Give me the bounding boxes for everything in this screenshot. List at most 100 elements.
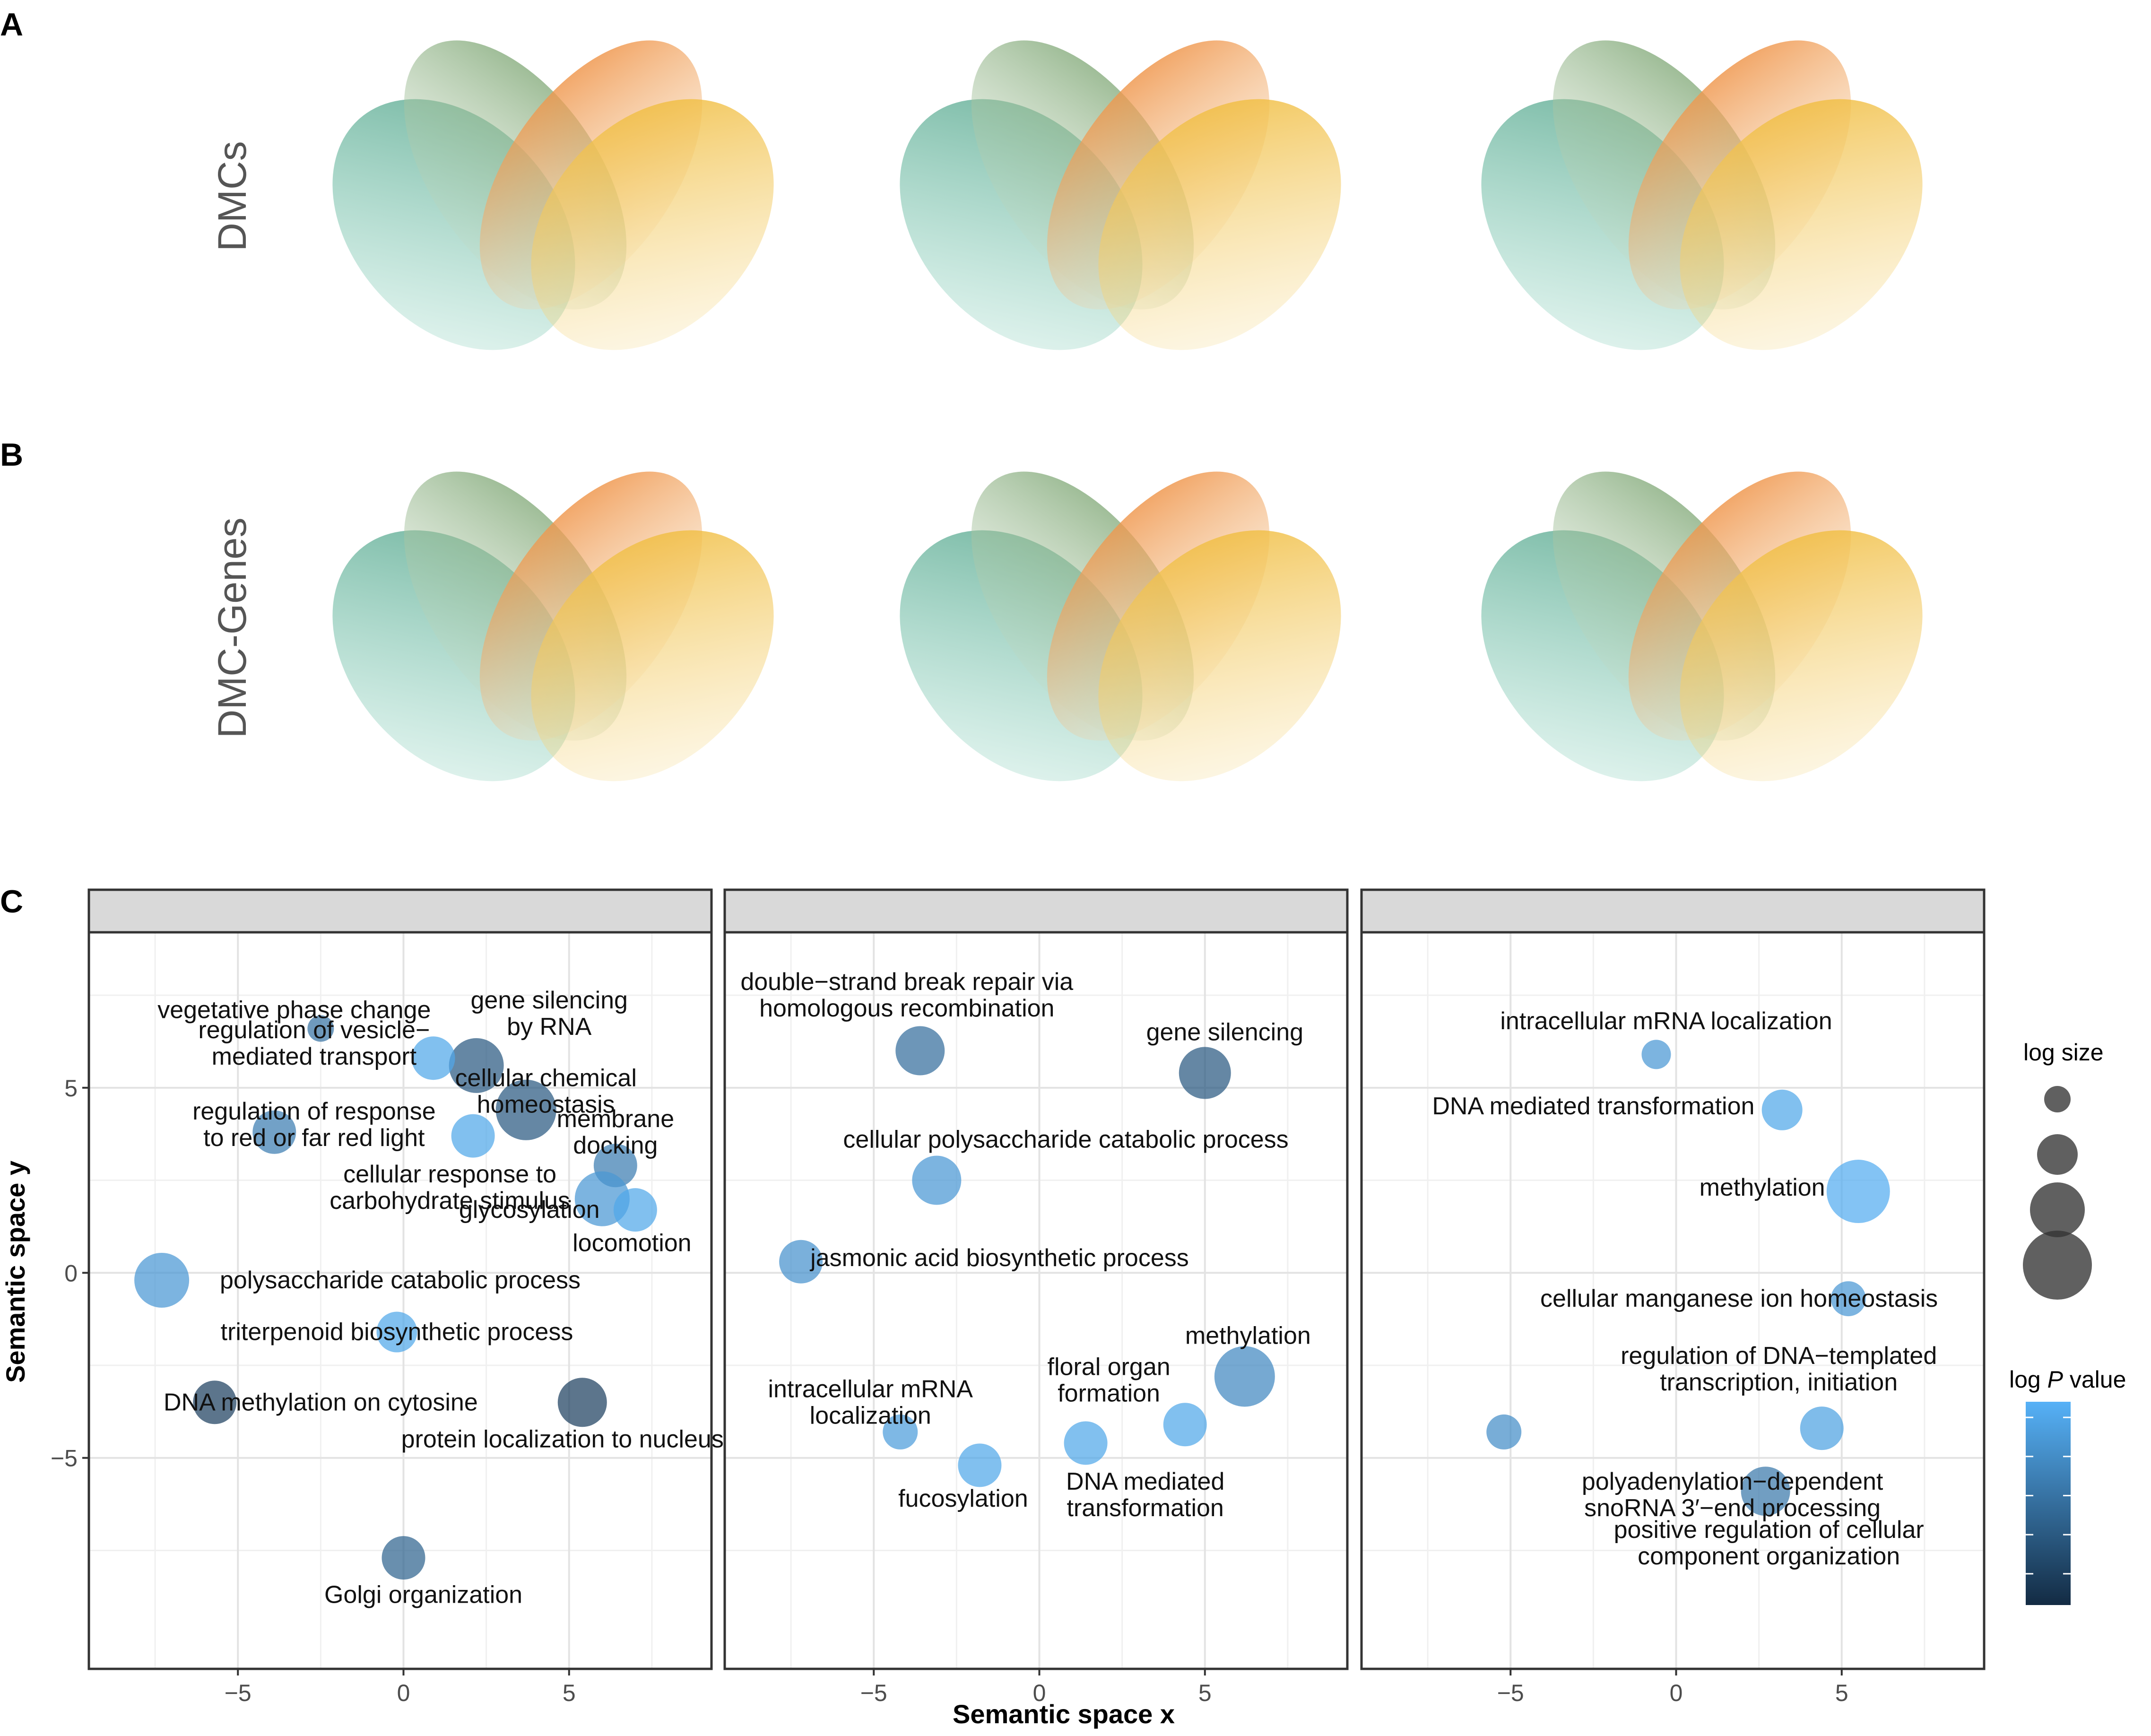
size-legend-title: log size bbox=[2023, 1039, 2104, 1066]
go-term-label: DNA mediated transformation bbox=[1066, 1468, 1224, 1522]
panel-letter-c: C bbox=[0, 884, 23, 920]
plot-border bbox=[1360, 931, 1986, 1670]
go-term-label-line: to red or far red light bbox=[203, 1124, 425, 1152]
go-term-label: DNA methylation on cytosine bbox=[164, 1389, 478, 1416]
row-label-dmcs: DMCs bbox=[210, 141, 254, 251]
go-term-label: triterpenoid biosynthetic process bbox=[221, 1319, 573, 1346]
go-term-point bbox=[193, 1380, 237, 1424]
venn-diagrams bbox=[332, 40, 1923, 781]
go-term-label-line: gene silencing bbox=[471, 987, 628, 1014]
venn-ellipse-r bbox=[1098, 530, 1341, 781]
color-legend-title-prefix: log bbox=[2009, 1366, 2047, 1393]
go-term-label: methylation bbox=[1185, 1322, 1311, 1349]
size-legend bbox=[2023, 1086, 2092, 1300]
go-term-scatter-plots: vegetative phase change gene silencing by … bbox=[51, 888, 1986, 1706]
scatter-facet: intracellular mRNA localization DNA media… bbox=[1360, 888, 1986, 1706]
go-term-label: polysaccharide catabolic process bbox=[220, 1267, 581, 1294]
go-term-point bbox=[495, 1079, 556, 1140]
go-term-point bbox=[779, 1240, 823, 1284]
go-term-label: positive regulation of cellular component… bbox=[1614, 1516, 1924, 1570]
go-term-label-line: cellular chemical bbox=[455, 1065, 637, 1092]
go-term-point bbox=[883, 1414, 918, 1450]
go-term-label: glycosylation bbox=[459, 1196, 600, 1224]
go-term-label-line: intracellular mRNA localization bbox=[1500, 1007, 1832, 1035]
go-term-label-line: polysaccharide catabolic process bbox=[220, 1267, 581, 1294]
color-legend-title-suffix: value bbox=[2063, 1366, 2126, 1393]
go-term-point bbox=[449, 1038, 504, 1093]
venn-diagram bbox=[1481, 471, 1923, 781]
go-term-label-line: locomotion bbox=[572, 1230, 691, 1257]
go-term-label-line: regulation of vesicle− bbox=[198, 1016, 430, 1044]
size-legend-key bbox=[2023, 1231, 2092, 1300]
go-term-point bbox=[1486, 1414, 1522, 1450]
venn-diagram bbox=[900, 40, 1341, 350]
go-term-point bbox=[376, 1311, 417, 1353]
go-term-point bbox=[1800, 1406, 1844, 1450]
go-term-label-line: floral organ bbox=[1048, 1353, 1171, 1380]
go-term-label-line: localization bbox=[810, 1402, 931, 1429]
go-term-point bbox=[1179, 1047, 1231, 1099]
x-tick-label: 0 bbox=[1033, 1680, 1046, 1706]
go-term-label-line: methylation bbox=[1700, 1174, 1825, 1201]
go-term-label-line: homeostasis bbox=[477, 1091, 615, 1119]
go-term-label-line: triterpenoid biosynthetic process bbox=[221, 1319, 573, 1346]
go-term-label: DNA mediated transformation bbox=[1432, 1093, 1754, 1120]
go-term-label: gene silencing bbox=[1146, 1018, 1303, 1046]
go-term-point bbox=[382, 1536, 425, 1580]
go-term-point bbox=[958, 1443, 1002, 1487]
legend: log size log P value bbox=[2009, 1039, 2126, 1605]
go-term-label-line: fucosylation bbox=[898, 1485, 1028, 1512]
go-term-label-line: by RNA bbox=[507, 1013, 591, 1041]
facet-strip bbox=[723, 888, 1349, 934]
venn-ellipse-r bbox=[531, 99, 774, 350]
go-term-label-line: glycosylation bbox=[459, 1196, 600, 1224]
go-term-point bbox=[307, 1015, 334, 1042]
panel-letter-a: A bbox=[0, 7, 23, 43]
go-term-point bbox=[912, 1155, 962, 1205]
go-term-label-line: transformation bbox=[1067, 1494, 1223, 1522]
x-tick-label: 5 bbox=[1198, 1680, 1212, 1706]
go-term-label: cellular chemical homeostasis bbox=[455, 1065, 637, 1119]
go-term-label: vegetative phase change bbox=[157, 996, 431, 1024]
venn-ellipse-r bbox=[1680, 530, 1923, 781]
plot-border bbox=[723, 931, 1349, 1670]
plot-area bbox=[1362, 932, 1984, 1669]
venn-ellipse-r bbox=[531, 530, 774, 781]
go-term-label-line: formation bbox=[1058, 1380, 1160, 1407]
go-term-label-line: DNA mediated transformation bbox=[1432, 1093, 1754, 1120]
go-term-label-line: positive regulation of cellular bbox=[1614, 1516, 1924, 1544]
go-term-label-line: transcription, initiation bbox=[1660, 1369, 1898, 1396]
go-term-label-line: DNA mediated bbox=[1066, 1468, 1224, 1495]
go-term-label: polyadenylation−dependent snoRNA 3′−end p… bbox=[1582, 1468, 1883, 1522]
color-bar bbox=[2026, 1402, 2071, 1605]
y-tick-label: −5 bbox=[51, 1445, 78, 1472]
go-term-label-line: intracellular mRNA bbox=[768, 1375, 973, 1403]
go-term-label-line: protein localization to nucleus bbox=[401, 1426, 724, 1453]
go-term-point bbox=[1830, 1281, 1866, 1317]
go-term-point bbox=[134, 1252, 190, 1308]
scatter-facet: double−strand break repair via homologous… bbox=[723, 888, 1349, 1706]
size-legend-key bbox=[2044, 1086, 2071, 1112]
go-term-label: gene silencing by RNA bbox=[471, 987, 628, 1041]
go-term-label: intracellular mRNA localization bbox=[768, 1375, 973, 1429]
go-term-label-line: mediated transport bbox=[212, 1043, 417, 1070]
go-term-label: floral organ formation bbox=[1048, 1353, 1171, 1407]
go-term-point bbox=[1163, 1403, 1207, 1447]
x-tick-label: −5 bbox=[1497, 1680, 1524, 1706]
go-term-label-line: regulation of response bbox=[192, 1098, 436, 1125]
go-term-point bbox=[1761, 1089, 1803, 1130]
go-term-label-line: gene silencing bbox=[1146, 1018, 1303, 1046]
go-term-label-line: double−strand break repair via bbox=[740, 968, 1073, 996]
go-term-point bbox=[1741, 1467, 1790, 1516]
go-term-point bbox=[411, 1036, 455, 1080]
y-axis-label: Semantic space y bbox=[0, 1161, 30, 1383]
row-label-dmc-genes: DMC-Genes bbox=[210, 518, 254, 738]
go-term-point bbox=[1826, 1160, 1890, 1224]
go-term-label-line: docking bbox=[573, 1132, 658, 1159]
go-term-label: cellular polysaccharide catabolic proces… bbox=[843, 1126, 1288, 1153]
go-term-label: double−strand break repair via homologous… bbox=[740, 968, 1073, 1022]
go-term-point bbox=[557, 1378, 607, 1427]
x-axis-label: Semantic space x bbox=[953, 1699, 1175, 1729]
x-tick-label: −5 bbox=[860, 1680, 887, 1706]
